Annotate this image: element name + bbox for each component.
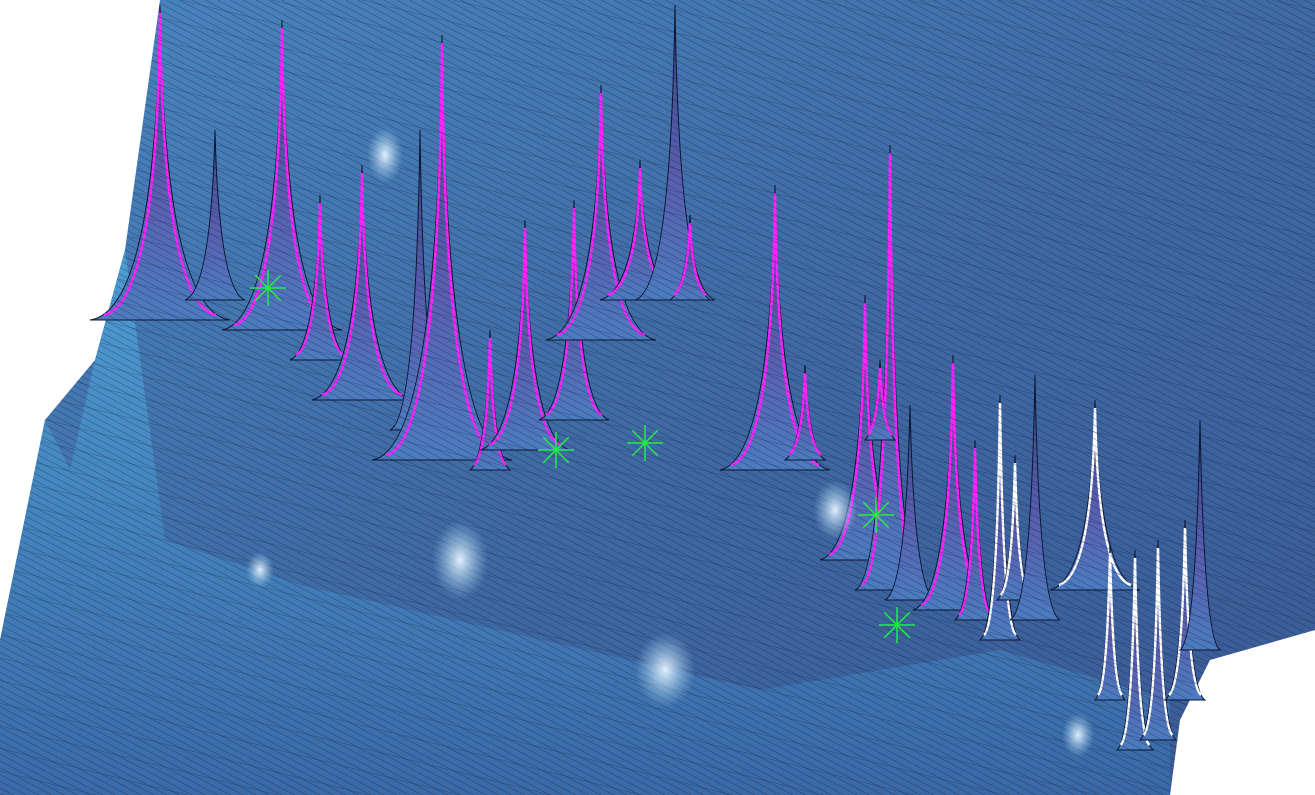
highlights <box>246 127 1094 757</box>
glare <box>432 520 488 600</box>
glare <box>246 552 274 588</box>
glare <box>813 480 857 540</box>
marker-stroke <box>542 436 570 464</box>
star-marker <box>858 497 894 533</box>
glare <box>367 127 403 183</box>
star-marker <box>250 270 286 306</box>
star-marker <box>627 425 663 461</box>
marker-group <box>250 270 915 643</box>
marker-stroke <box>254 274 282 302</box>
glare <box>635 632 695 708</box>
marker-stroke <box>883 611 911 639</box>
marker-stroke <box>862 501 890 529</box>
star-marker <box>879 607 915 643</box>
marker-stroke <box>631 429 659 457</box>
star-marker <box>538 432 574 468</box>
glare <box>1062 713 1094 757</box>
